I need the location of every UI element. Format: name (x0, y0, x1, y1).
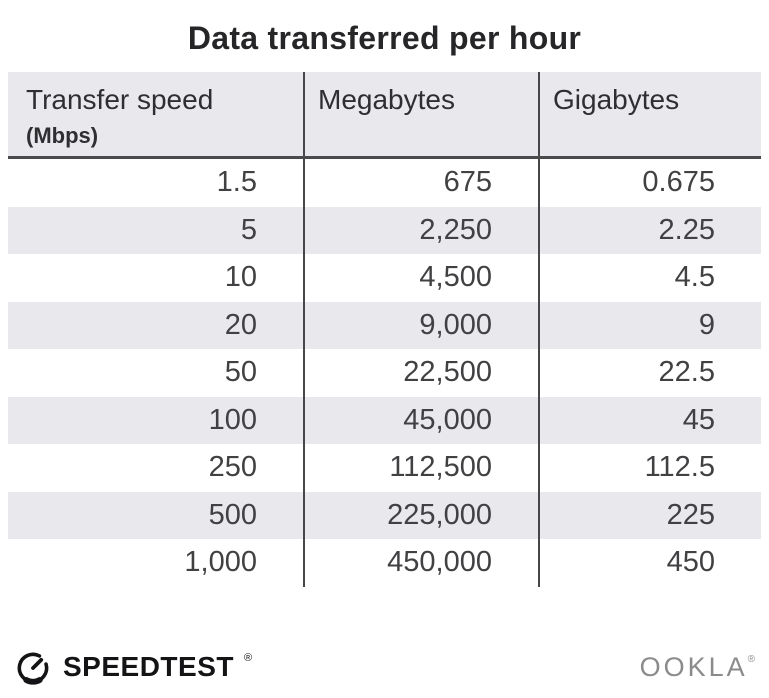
table-cell: 2,250 (303, 206, 538, 254)
speedtest-wordmark: SPEEDTEST (63, 651, 234, 682)
table-row: 5 2,250 2.25 (8, 206, 761, 254)
table-row: 50 22,500 22.5 (8, 349, 761, 397)
table-row: 20 9,000 9 (8, 301, 761, 349)
table-cell: 0.675 (538, 159, 761, 207)
table-cell: 9 (538, 301, 761, 349)
column-header-gigabytes: Gigabytes (538, 72, 761, 156)
table-cell: 225,000 (303, 491, 538, 539)
ookla-wordmark: OOKLA (639, 651, 748, 682)
table-row: 1,000 450,000 450 (8, 539, 761, 587)
column-header-megabytes: Megabytes (303, 72, 538, 156)
table-cell: 4,500 (303, 254, 538, 302)
table-header-row: Transfer speed (Mbps) Megabytes Gigabyte… (8, 72, 761, 159)
table-cell: 22.5 (538, 349, 761, 397)
table-cell: 10 (224, 261, 257, 294)
table-cell: 22,500 (303, 349, 538, 397)
table-cell: 500 (208, 498, 257, 531)
column-header-transfer-speed: Transfer speed (Mbps) (8, 72, 303, 156)
speedtest-logo: SPEEDTEST ® (12, 646, 253, 688)
table-cell: 250 (208, 451, 257, 484)
table-cell: 50 (224, 356, 257, 389)
column-header-label: Transfer speed (26, 84, 214, 115)
table-cell: 450 (538, 539, 761, 587)
table-cell: 45 (538, 396, 761, 444)
data-table: Transfer speed (Mbps) Megabytes Gigabyte… (8, 72, 761, 587)
column-header-label: Megabytes (318, 84, 455, 115)
table-row: 1.5 675 0.675 (8, 159, 761, 207)
table-row: 10 4,500 4.5 (8, 254, 761, 302)
table-body: 1.5 675 0.675 5 2,250 2.25 10 4,500 4.5 20 9,000 9 5… (8, 159, 761, 587)
table-cell: 20 (224, 308, 257, 341)
table-row: 250 112,500 112.5 (8, 444, 761, 492)
column-header-unit: (Mbps) (26, 123, 99, 148)
footer: SPEEDTEST ® OOKLA ® (12, 644, 755, 690)
table-cell: 1,000 (184, 546, 257, 579)
table-cell: 225 (538, 491, 761, 539)
table-cell: 1.5 (216, 166, 257, 199)
chart-title: Data transferred per hour (187, 20, 582, 56)
table-cell: 112,500 (303, 444, 538, 492)
table-cell: 5 (240, 213, 257, 246)
table-row: 100 45,000 45 (8, 396, 761, 444)
column-header-label: Gigabytes (553, 84, 680, 115)
table-cell: 45,000 (303, 396, 538, 444)
table-row: 500 225,000 225 (8, 491, 761, 539)
table-cell: 9,000 (303, 301, 538, 349)
table-cell: 100 (208, 403, 257, 436)
registered-trademark-symbol: ® (243, 652, 253, 664)
table-cell: 675 (303, 159, 538, 207)
table-cell: 112.5 (538, 444, 761, 492)
table-cell: 4.5 (538, 254, 761, 302)
registered-trademark-symbol: ® (747, 653, 755, 665)
table-cell: 2.25 (538, 206, 761, 254)
table-cell: 450,000 (303, 539, 538, 587)
ookla-logo: OOKLA ® (640, 652, 755, 683)
speedometer-gauge-icon (17, 652, 49, 685)
